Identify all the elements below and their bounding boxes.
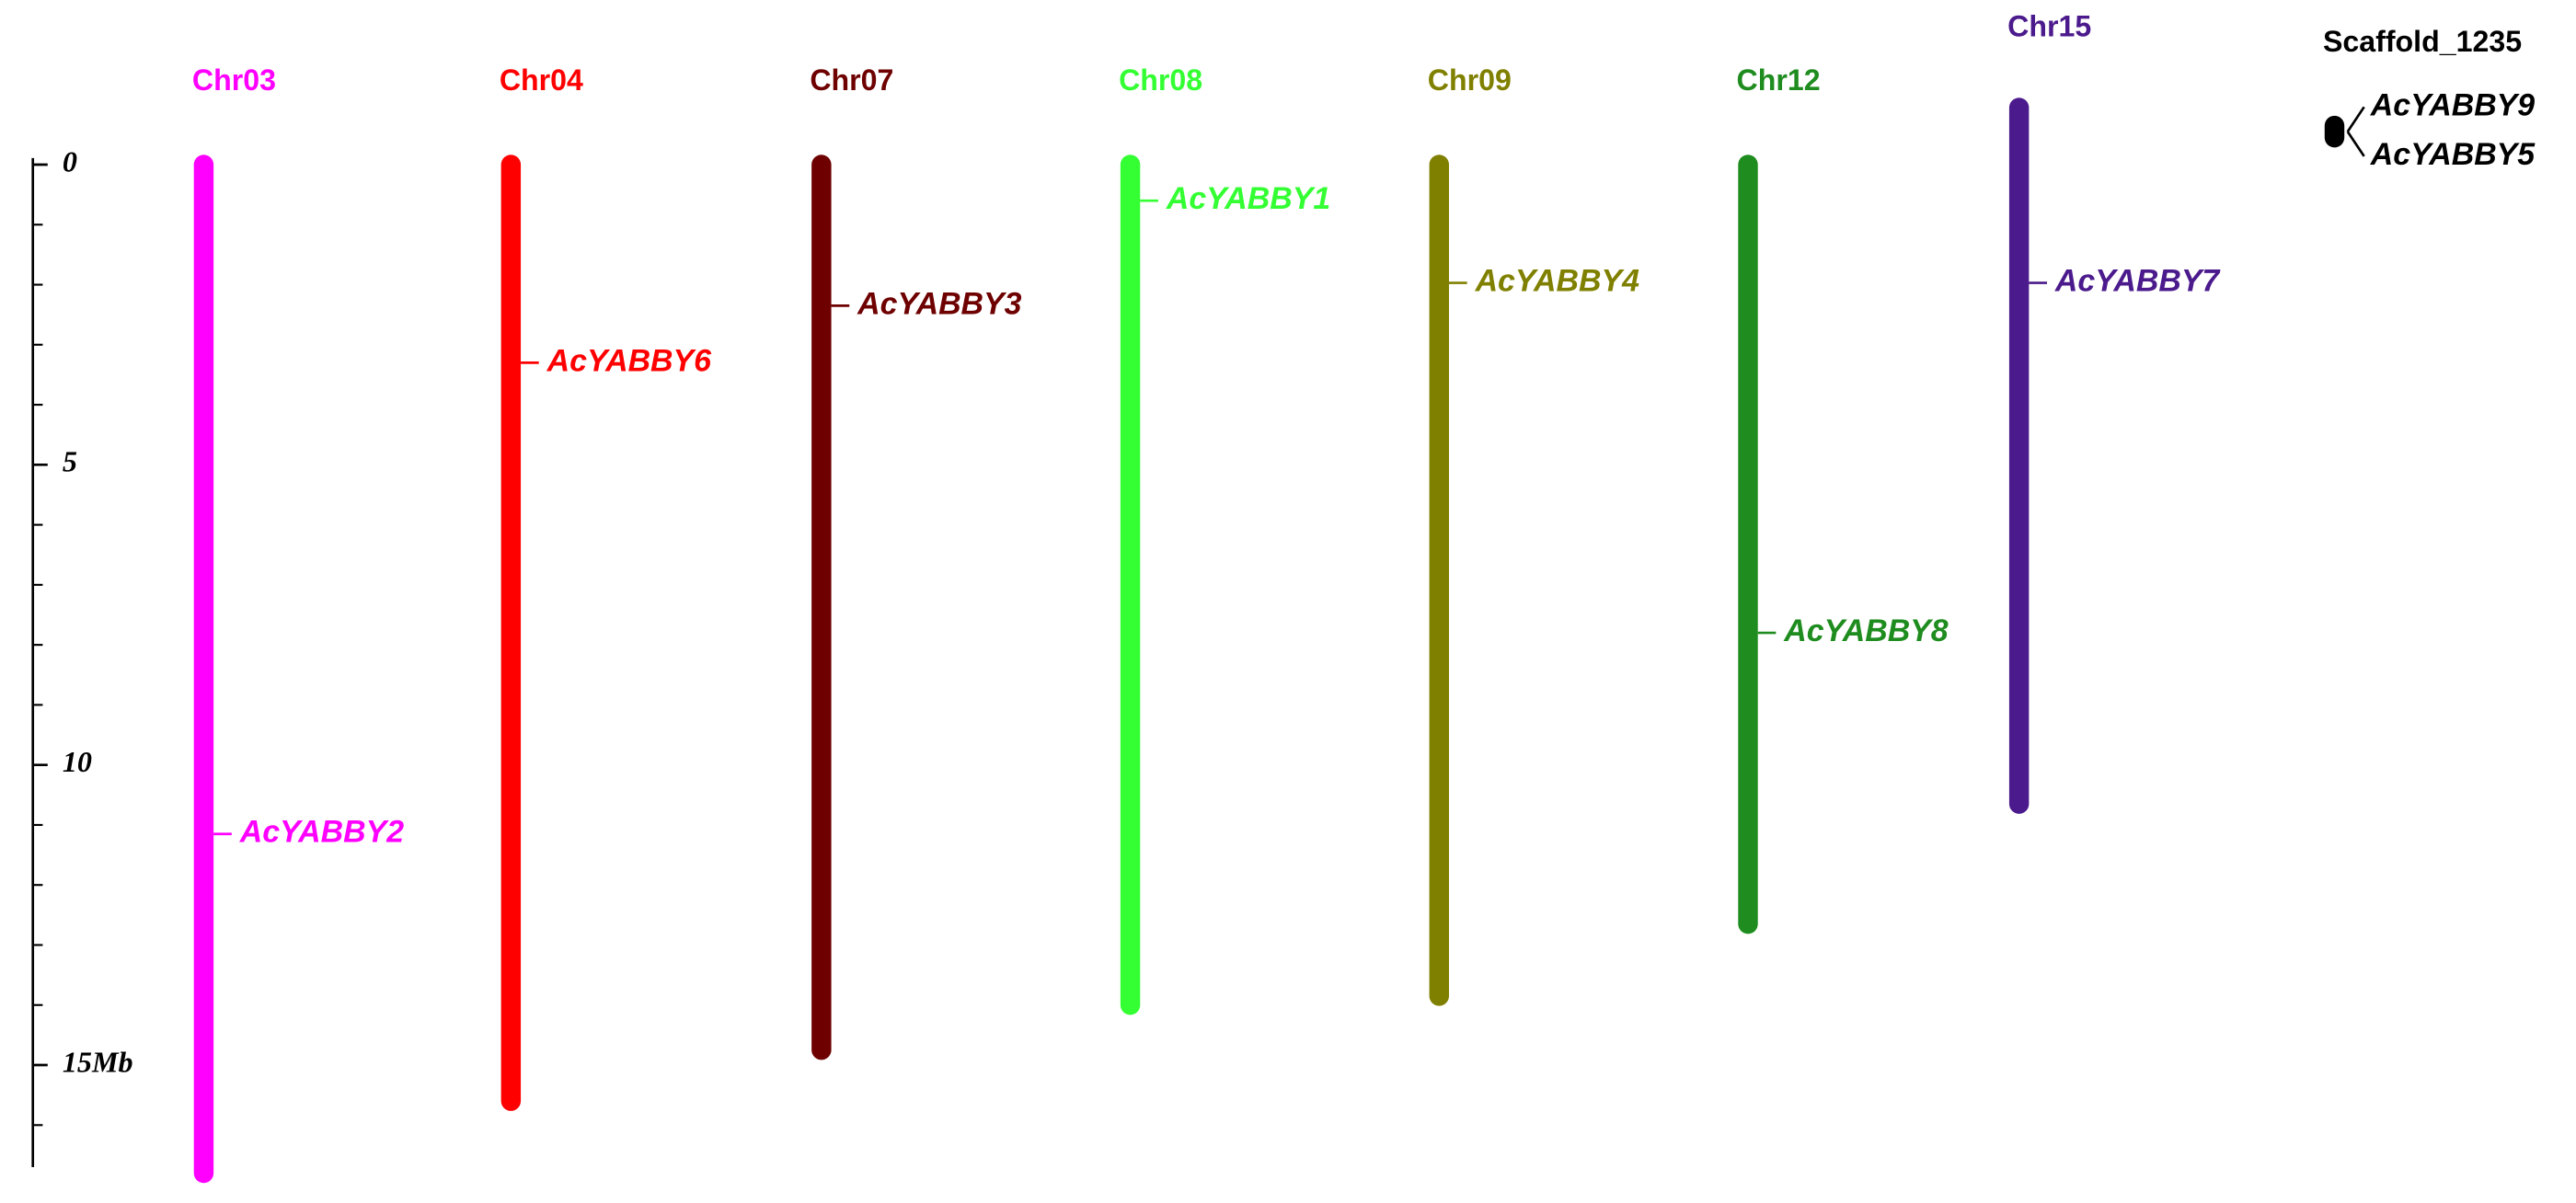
- gene-label: AcYABBY7: [2054, 264, 2222, 299]
- gene-label: AcYABBY5: [2370, 137, 2536, 172]
- gene-label: AcYABBY9: [2370, 87, 2536, 122]
- y-tick-label: 5: [63, 445, 77, 478]
- gene-label: AcYABBY3: [857, 286, 1022, 321]
- gene-tick: [2346, 131, 2365, 157]
- gene-label: AcYABBY8: [1783, 613, 1949, 648]
- chromosome-label: Chr15: [2007, 9, 2091, 42]
- gene-label: AcYABBY6: [546, 343, 713, 378]
- gene-label: AcYABBY1: [1166, 181, 1330, 216]
- gene-tick: [2346, 106, 2365, 132]
- y-tick-label: 15Mb: [63, 1045, 133, 1078]
- chromosome-label: Chr09: [1428, 63, 1512, 97]
- chromosome-label: Chr12: [1737, 63, 1821, 97]
- y-tick-label: 10: [63, 745, 92, 778]
- chromosome-label: Chr04: [500, 63, 583, 97]
- y-tick-label: 0: [63, 144, 77, 178]
- gene-label: AcYABBY4: [1475, 264, 1640, 299]
- chromosome-label: Chr07: [810, 63, 893, 97]
- gene-label: AcYABBY2: [239, 815, 405, 850]
- chromosome-label: Chr03: [192, 63, 276, 97]
- chromosome-label: Chr08: [1119, 63, 1202, 97]
- chromosome-label: Scaffold_1235: [2323, 25, 2522, 58]
